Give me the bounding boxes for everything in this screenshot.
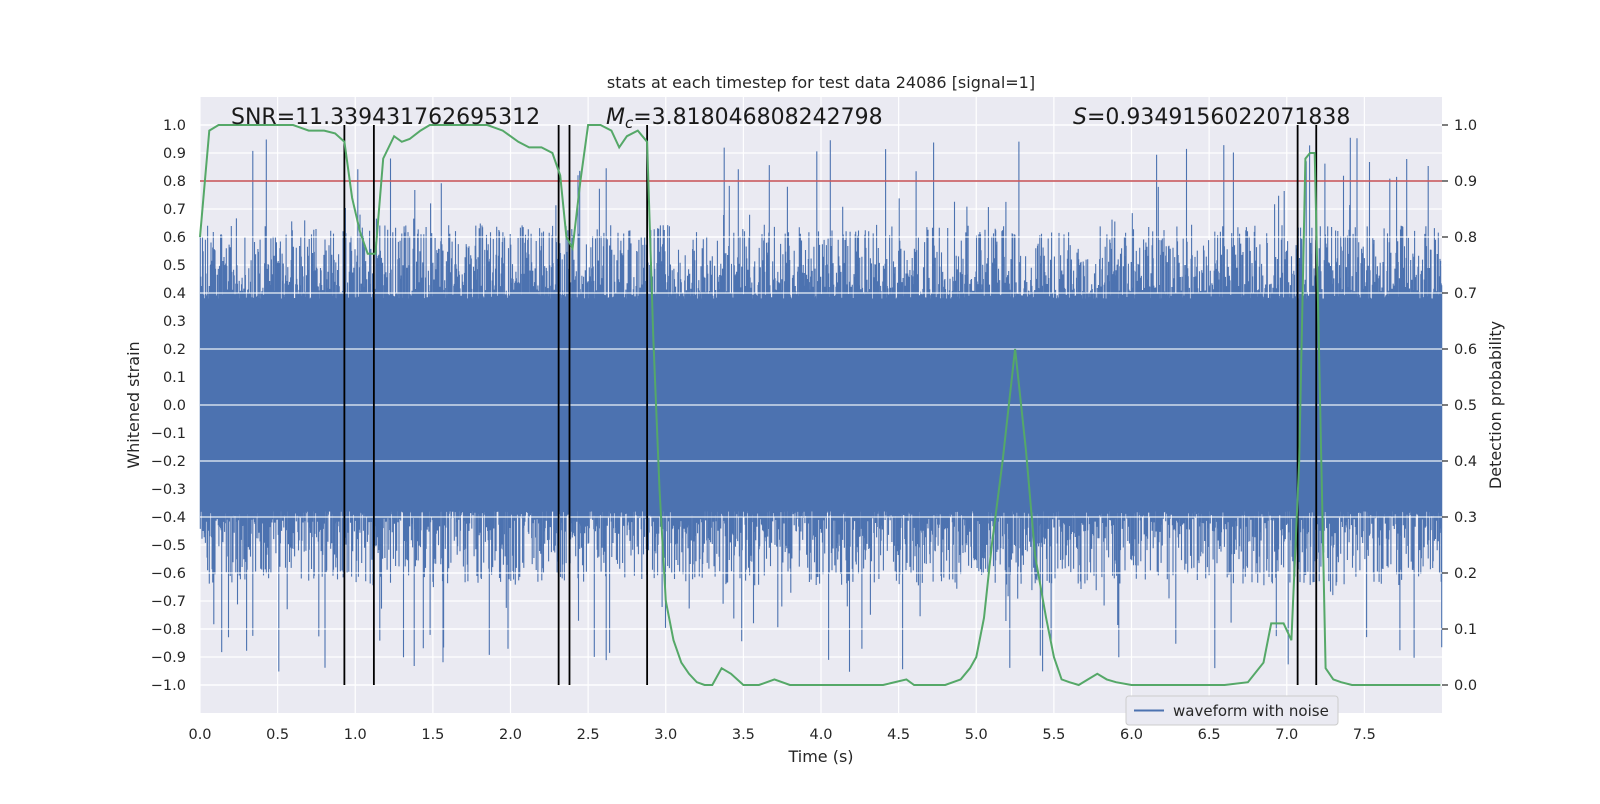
y-tick-label-left: −1.0	[151, 678, 186, 694]
x-tick-label: 1.0	[344, 727, 367, 743]
chirp-mass-subscript: c	[625, 114, 634, 132]
score-annotation: S=0.9349156022071838	[1073, 105, 1350, 130]
y-tick-label-right: 0.8	[1454, 230, 1477, 246]
y-tick-label-left: 0.9	[163, 146, 186, 162]
score-symbol: S	[1073, 105, 1087, 130]
y-tick-label-left: −0.4	[151, 510, 186, 526]
y-tick-label-left: −0.3	[151, 482, 186, 498]
y-tick-label-left: 0.3	[163, 314, 186, 330]
y-tick-label-right: 0.9	[1454, 174, 1477, 190]
x-tick-label: 2.0	[499, 727, 522, 743]
x-tick-label: 4.5	[887, 727, 910, 743]
chirp-mass-value: =3.818046808242798	[633, 105, 882, 130]
y-tick-label-right: 0.7	[1454, 286, 1477, 302]
y-tick-label-left: −0.7	[151, 594, 186, 610]
chirp-mass-symbol: M	[606, 105, 625, 130]
y-tick-label-right: 0.4	[1454, 454, 1477, 470]
y-tick-label-left: 0.2	[163, 342, 186, 358]
y-tick-label-right: 0.2	[1454, 566, 1477, 582]
score-value: =0.9349156022071838	[1087, 105, 1350, 130]
x-tick-label: 0.0	[188, 727, 211, 743]
x-tick-label: 3.0	[654, 727, 677, 743]
x-ticks: 0.0 0.5 1.0 1.5 2.0 2.5 3.0 3.5 4.0 4.5 5.0 5.5 6.0 6…	[188, 727, 1375, 743]
y-tick-label-left: −0.8	[151, 622, 186, 638]
y-tick-label-left: −0.9	[151, 650, 186, 666]
legend-box	[1125, 695, 1339, 726]
detection-probability-line	[199, 124, 1441, 687]
x-tick-label: 4.0	[809, 727, 832, 743]
y-tick-label-left: 0.8	[163, 174, 186, 190]
y-tick-label-left: −0.6	[151, 566, 186, 582]
x-tick-label: 6.0	[1120, 727, 1143, 743]
y-axis-label-right: Detection probability	[1486, 321, 1505, 489]
x-tick-label: 7.5	[1353, 727, 1376, 743]
y-tick-label-left: −0.2	[151, 454, 186, 470]
y-tick-label-right: 0.0	[1454, 678, 1477, 694]
x-tick-label: 3.5	[732, 727, 755, 743]
snr-annotation: SNR=11.339431762695312	[231, 105, 540, 130]
y-tick-label-left: 1.0	[163, 118, 186, 134]
legend-label: waveform with noise	[1173, 702, 1329, 720]
chart-title: stats at each timestep for test data 240…	[607, 73, 1035, 92]
y-tick-label-right: 1.0	[1454, 118, 1477, 134]
y-ticks-left: 1.0 0.9 0.8 0.7 0.6 0.5 0.4 0.3 0.2 0.1 0.0 −0.1 −0.…	[151, 118, 186, 694]
y-tick-label-left: 0.4	[163, 286, 186, 302]
legend: waveform with noise	[1125, 695, 1339, 726]
chirp-mass-annotation: Mc=3.818046808242798	[606, 105, 883, 132]
waveform-trace	[199, 137, 1443, 672]
y-axis-label-left: Whitened strain	[124, 341, 143, 468]
y-tick-label-left: 0.0	[163, 398, 186, 414]
y-ticks-right: 1.0 0.9 0.8 0.7 0.6 0.5 0.4 0.3 0.2 0.1 0.0	[1442, 118, 1477, 694]
x-tick-label: 0.5	[266, 727, 289, 743]
x-tick-label: 5.0	[965, 727, 988, 743]
y-tick-label-left: 0.6	[163, 230, 186, 246]
x-tick-label: 2.5	[577, 727, 600, 743]
x-tick-label: 7.0	[1275, 727, 1298, 743]
x-axis-label: Time (s)	[787, 747, 853, 766]
y-tick-label-left: −0.1	[151, 426, 186, 442]
y-tick-label-left: −0.5	[151, 538, 186, 554]
y-tick-label-left: 0.7	[163, 202, 186, 218]
x-tick-label: 6.5	[1198, 727, 1221, 743]
y-tick-label-right: 0.6	[1454, 342, 1477, 358]
y-tick-label-right: 0.1	[1454, 622, 1477, 638]
x-tick-label: 5.5	[1042, 727, 1065, 743]
x-tick-label: 1.5	[421, 727, 444, 743]
y-tick-label-right: 0.3	[1454, 510, 1477, 526]
y-tick-label-left: 0.5	[163, 258, 186, 274]
y-tick-label-right: 0.5	[1454, 398, 1477, 414]
y-tick-label-left: 0.1	[163, 370, 186, 386]
